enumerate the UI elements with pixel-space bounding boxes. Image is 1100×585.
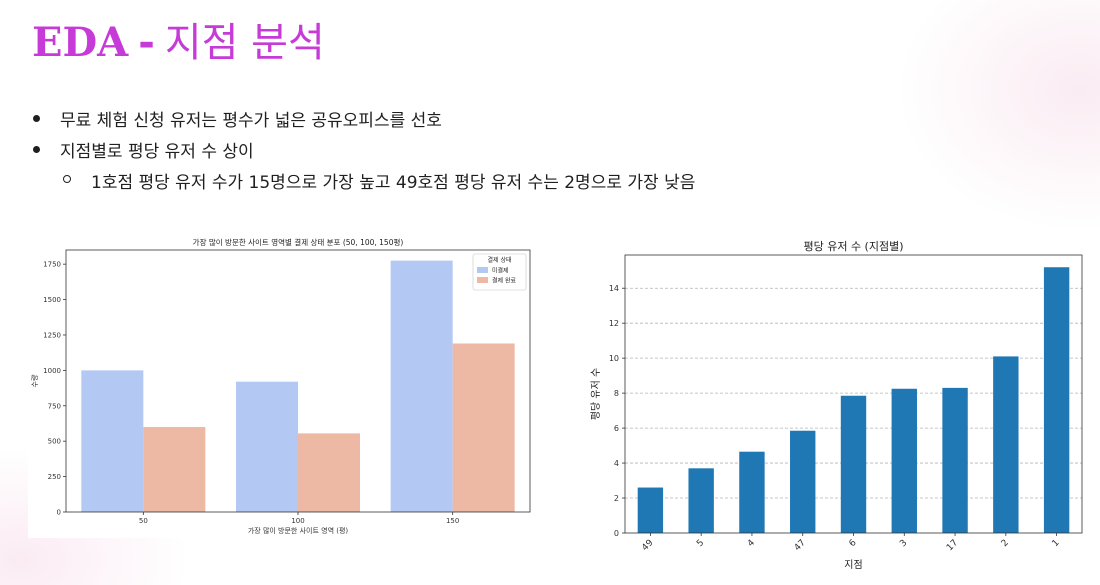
title-latin: EDA <box>32 19 129 66</box>
bullet-list: 무료 체험 신청 유저는 평수가 넓은 공유오피스를 선호 지점별로 평당 유저… <box>0 0 1100 200</box>
bar-결제 완료-50 <box>143 427 206 512</box>
sub-bullet-item: 1호점 평당 유저 수가 15명으로 가장 높고 49호점 평당 유저 수는 2… <box>91 173 696 193</box>
x-axis-label: 가장 많이 방문한 사이트 영역 (평) <box>248 526 349 535</box>
x-tick-label: 47 <box>793 538 808 553</box>
bar-미결제-100 <box>236 381 298 512</box>
users-per-pyeong-chart: 평당 유저 수 (지점별) 0 2 4 6 8 10 12 14 49 5 4 47 6 3 17 2 1 지점 평당… <box>585 235 1088 575</box>
payment-status-chart-svg: 가장 많이 방문한 사이트 영역별 결제 상태 분포 (50, 100, 150… <box>31 237 531 535</box>
bar-결제 완료-100 <box>298 433 360 512</box>
sub-bullet-ring-icon <box>63 175 71 183</box>
y-tick-label: 14 <box>609 284 619 293</box>
legend-label-결제 완료: 결제 완료 <box>492 277 516 285</box>
x-tick-label: 6 <box>847 538 858 549</box>
y-tick-label: 0 <box>57 509 61 517</box>
y-tick-label: 750 <box>48 402 61 410</box>
y-tick-label: 2 <box>614 494 619 503</box>
y-tick-label: 6 <box>614 424 619 433</box>
bar-branch-5 <box>688 468 714 533</box>
y-axis-label: 평당 유저 수 <box>590 368 602 420</box>
bullet-dot-icon <box>33 115 40 122</box>
plot-frame <box>624 254 1083 534</box>
y-tick-label: 10 <box>609 354 619 363</box>
legend-title: 결제 상태 <box>488 256 512 264</box>
bullet-item: 지점별로 평당 유저 수 상이 <box>60 142 254 162</box>
x-tick-label: 150 <box>446 517 459 525</box>
x-tick-label: 100 <box>291 517 304 525</box>
x-tick-label: 2 <box>1000 538 1011 549</box>
bar-branch-2 <box>993 356 1019 533</box>
bullet-dot-icon <box>33 146 40 153</box>
bar-branch-3 <box>891 388 917 533</box>
x-axis-label: 지점 <box>844 559 862 571</box>
x-tick-label: 17 <box>945 538 960 553</box>
bar-미결제-150 <box>390 260 453 512</box>
slide-title: EDA - 지점 분석 <box>32 10 325 68</box>
chart-title: 평당 유저 수 (지점별) <box>803 240 903 253</box>
bar-branch-49 <box>637 487 664 533</box>
y-tick-label: 0 <box>614 529 619 538</box>
plot-frame <box>65 249 531 513</box>
y-tick-label: 1000 <box>43 367 61 375</box>
y-axis-label: 수량 <box>31 374 39 387</box>
x-tick-label: 49 <box>640 538 655 553</box>
chart-title: 가장 많이 방문한 사이트 영역별 결제 상태 분포 (50, 100, 150… <box>193 237 404 247</box>
bar-branch-6 <box>840 395 867 533</box>
legend-swatch-미결제 <box>477 267 488 273</box>
title-korean: 지점 분석 <box>164 20 325 66</box>
y-tick-label: 250 <box>48 473 61 481</box>
bar-branch-47 <box>790 430 816 533</box>
y-tick-label: 1750 <box>43 261 61 269</box>
x-tick-label: 4 <box>746 538 757 549</box>
y-tick-label: 500 <box>48 438 61 446</box>
y-tick-label: 1250 <box>43 331 61 339</box>
x-tick-label: 5 <box>695 538 706 549</box>
x-tick-label: 50 <box>139 517 148 525</box>
bullet-item: 무료 체험 신청 유저는 평수가 넓은 공유오피스를 선호 <box>60 111 442 131</box>
bar-결제 완료-150 <box>452 343 515 512</box>
bar-미결제-50 <box>81 370 144 512</box>
payment-status-chart: 가장 많이 방문한 사이트 영역별 결제 상태 분포 (50, 100, 150… <box>28 228 538 538</box>
legend-swatch-결제 완료 <box>477 277 488 283</box>
y-tick-label: 1500 <box>43 296 61 304</box>
x-tick-label: 1 <box>1051 538 1062 549</box>
x-tick-label: 3 <box>898 538 909 549</box>
y-tick-label: 12 <box>609 319 619 328</box>
title-separator: - <box>138 20 155 66</box>
bar-branch-4 <box>739 451 765 533</box>
bar-branch-17 <box>942 387 968 533</box>
bar-branch-1 <box>1043 267 1070 533</box>
users-per-pyeong-chart-svg: 평당 유저 수 (지점별) 0 2 4 6 8 10 12 14 49 5 4 47 6 3 17 2 1 지점 평당… <box>590 240 1083 571</box>
y-tick-label: 8 <box>614 389 619 398</box>
legend-label-미결제: 미결제 <box>492 267 509 275</box>
y-tick-label: 4 <box>614 459 619 468</box>
